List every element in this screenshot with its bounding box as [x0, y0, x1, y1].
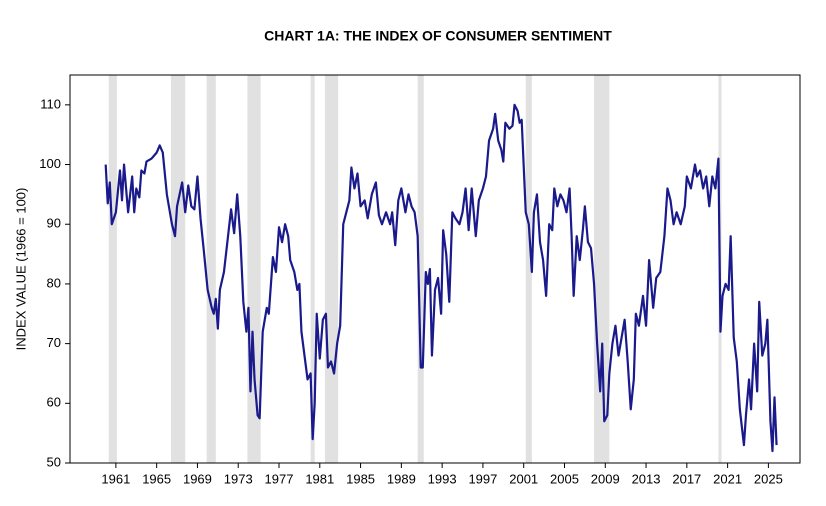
x-tick-label: 1969	[183, 471, 212, 486]
x-tick-label: 1973	[224, 471, 253, 486]
x-tick-label: 2013	[632, 471, 661, 486]
y-axis-label: INDEX VALUE (1966 = 100)	[13, 188, 28, 351]
x-tick-label: 2005	[550, 471, 579, 486]
x-tick-label: 2001	[509, 471, 538, 486]
recession-band	[525, 75, 532, 463]
x-tick-label: 1993	[428, 471, 457, 486]
x-tick-label: 2009	[591, 471, 620, 486]
y-tick-label: 100	[39, 156, 61, 171]
x-tick-label: 2025	[754, 471, 783, 486]
recession-band	[310, 75, 315, 463]
recession-band	[108, 75, 117, 463]
y-tick-label: 90	[47, 216, 61, 231]
y-tick-label: 60	[47, 395, 61, 410]
x-tick-label: 2021	[713, 471, 742, 486]
y-tick-label: 110	[40, 96, 61, 111]
x-tick-label: 1989	[387, 471, 416, 486]
plot-frame	[69, 74, 801, 464]
x-tick-label: 1977	[265, 471, 294, 486]
x-tick-label: 1985	[346, 471, 375, 486]
x-tick-label: 1961	[101, 471, 130, 486]
sentiment-line	[104, 103, 778, 453]
y-tick-label: 80	[47, 275, 61, 290]
x-tick-label: 1997	[468, 471, 497, 486]
x-tick-label: 1965	[142, 471, 171, 486]
recession-band	[324, 75, 339, 463]
recession-band	[206, 75, 216, 463]
x-tick-label: 1981	[305, 471, 334, 486]
recession-band	[417, 75, 424, 463]
x-tick-label: 2017	[672, 471, 701, 486]
y-tick-label: 70	[47, 335, 61, 350]
y-tick-label: 50	[47, 454, 61, 469]
chart-title: CHART 1A: THE INDEX OF CONSUMER SENTIMEN…	[264, 28, 612, 44]
recession-band	[247, 75, 261, 463]
recession-band	[170, 75, 186, 463]
